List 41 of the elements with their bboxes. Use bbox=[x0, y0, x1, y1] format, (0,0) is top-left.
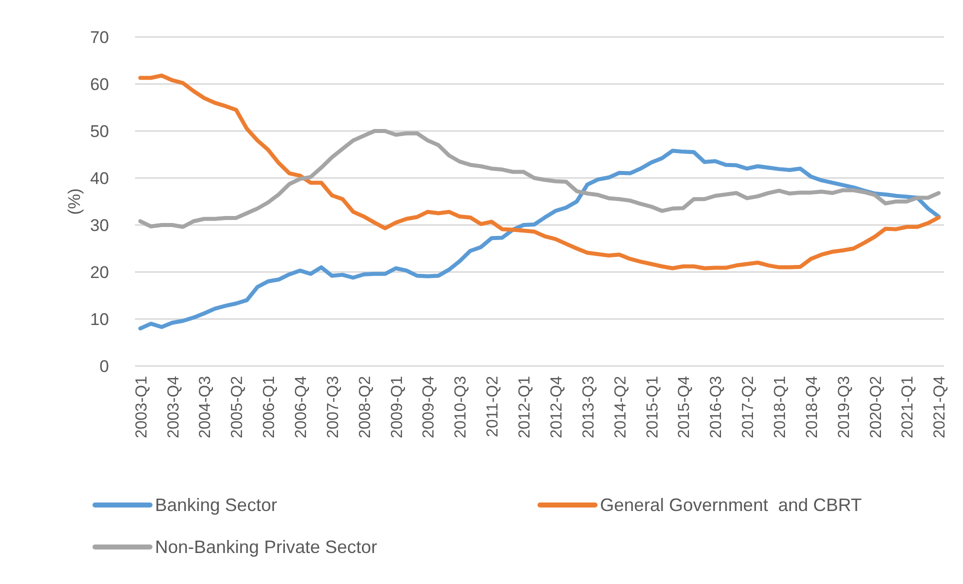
x-tick-label: 2012-Q4 bbox=[548, 376, 566, 438]
x-tick-label: 2018-Q1 bbox=[772, 376, 790, 438]
x-tick-label: 2015-Q4 bbox=[676, 376, 694, 438]
y-tick-label: 0 bbox=[100, 357, 109, 376]
x-tick-label: 2013-Q3 bbox=[580, 376, 598, 438]
x-tick-label: 2006-Q4 bbox=[292, 376, 310, 438]
x-tick-label: 2019-Q3 bbox=[836, 376, 853, 438]
x-tick-label: 2017-Q2 bbox=[740, 376, 758, 438]
x-tick-label: 2011-Q2 bbox=[484, 376, 502, 438]
x-tick-label: 2003-Q1 bbox=[133, 376, 150, 438]
y-tick-label: 30 bbox=[90, 216, 109, 235]
x-tick-label: 2012-Q1 bbox=[516, 376, 534, 438]
line-series bbox=[138, 148, 941, 330]
y-tick-label: 40 bbox=[90, 169, 109, 188]
x-tick-label: 2004-Q3 bbox=[197, 376, 214, 438]
x-tick-label: 2014-Q2 bbox=[612, 376, 630, 438]
x-tick-label: 2015-Q1 bbox=[644, 376, 662, 438]
x-tick-label: 2003-Q4 bbox=[165, 376, 182, 438]
x-tick-label: 2010-Q3 bbox=[452, 376, 470, 438]
x-tick-label: 2016-Q3 bbox=[708, 376, 726, 438]
y-tick-label: 10 bbox=[90, 310, 109, 329]
y-tick-label: 60 bbox=[90, 75, 109, 94]
legend-label: Non-Banking Private Sector bbox=[155, 537, 378, 557]
x-tick-label: 2005-Q2 bbox=[229, 376, 246, 438]
x-tick-label: 2007-Q3 bbox=[324, 376, 342, 438]
legend-label: General Government and CBRT bbox=[600, 495, 862, 515]
line-series bbox=[138, 74, 941, 270]
y-tick-label: 20 bbox=[90, 263, 109, 282]
x-tick-label: 2006-Q1 bbox=[261, 376, 278, 438]
y-axis-title: (%) bbox=[65, 188, 84, 215]
x-tick-label: 2020-Q2 bbox=[868, 376, 885, 438]
x-tick-label: 2021-Q1 bbox=[900, 376, 917, 438]
x-tick-label: 2008-Q2 bbox=[356, 376, 374, 438]
x-tick-label: 2018-Q4 bbox=[804, 376, 821, 438]
x-tick-label: 2009-Q1 bbox=[388, 376, 406, 438]
x-tick-label: 2009-Q4 bbox=[420, 376, 438, 438]
y-tick-label: 50 bbox=[90, 122, 109, 141]
y-tick-label: 70 bbox=[90, 28, 109, 47]
line-series bbox=[138, 129, 941, 229]
x-tick-label: 2021-Q4 bbox=[932, 376, 949, 438]
legend-label: Banking Sector bbox=[155, 495, 278, 515]
